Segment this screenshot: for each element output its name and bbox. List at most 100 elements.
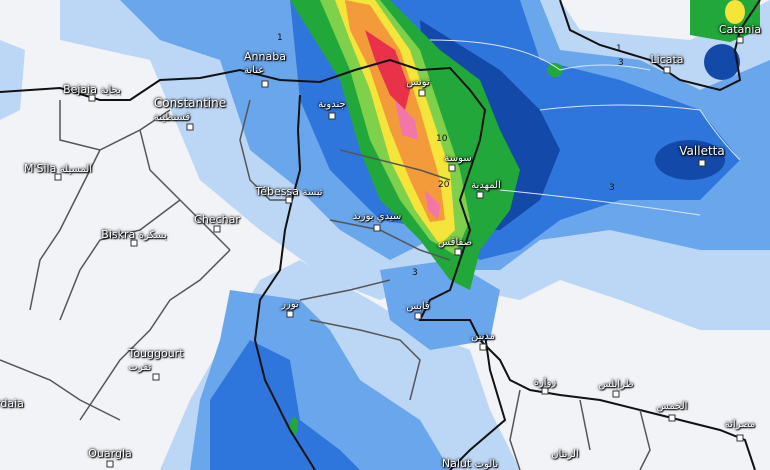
contour-label: 1 [616, 44, 622, 54]
city-label-constantine: Constantine قسنطينة [154, 96, 226, 123]
city-marker[interactable] [285, 196, 293, 204]
city-label-catania: Catania [719, 23, 761, 36]
contour-label: 20 [438, 180, 450, 190]
city-marker[interactable] [54, 173, 62, 181]
city-marker[interactable] [328, 112, 336, 120]
border-tunisia-libya [449, 334, 507, 470]
city-name: Valletta [679, 144, 725, 158]
province-borders [0, 99, 651, 470]
rain-green-spot [547, 63, 563, 77]
city-marker[interactable] [479, 343, 487, 351]
city-label-mahdia: المهدية [471, 180, 501, 191]
city-name-ar: بجاية [100, 85, 121, 96]
city-label-sidi-bouzid: سيدي بوزيد [352, 211, 402, 222]
city-label-bejaia: Bejaia بجاية [63, 83, 121, 96]
rain-pink2 [425, 190, 440, 220]
city-name: Nalut [441, 457, 472, 470]
city-marker[interactable] [736, 36, 744, 44]
city-name: M'Sila [23, 162, 57, 175]
city-marker[interactable] [448, 164, 456, 172]
city-name: Biskra [101, 228, 136, 241]
city-label-biskra: Biskra بسكرة [101, 228, 166, 241]
contour-line [429, 39, 741, 216]
city-marker[interactable] [130, 239, 138, 247]
city-label-sfax: صفاقس [437, 237, 473, 248]
city-label-gabes: قابس [406, 301, 430, 312]
city-marker[interactable] [736, 434, 744, 442]
city-name: Touggourt [128, 347, 184, 360]
city-label-sousse: سوسة [444, 153, 472, 164]
rain-mid-blue-s [210, 340, 360, 470]
city-marker[interactable] [88, 94, 96, 102]
coastline [0, 58, 756, 470]
rain-red [365, 30, 410, 110]
city-label-zintan: الزنتان [551, 449, 579, 460]
city-label-annaba: Annaba عنابة [244, 50, 286, 76]
city-name: Licata [650, 53, 684, 66]
city-label-licata: Licata [650, 53, 683, 66]
city-marker[interactable] [414, 312, 422, 320]
city-name: Bejaia [63, 83, 97, 96]
city-label-chechar: Chechar [194, 213, 240, 226]
city-label-tozeur: توزر [281, 299, 299, 310]
city-name-ar: قسنطينة [153, 112, 191, 123]
city-marker[interactable] [373, 224, 381, 232]
contour-label: 3 [618, 58, 624, 68]
city-name-ar: نالوت [474, 459, 499, 470]
city-marker[interactable] [698, 159, 706, 167]
city-label-msila: M'Sila المسيلة [24, 162, 92, 175]
city-marker[interactable] [286, 310, 294, 318]
city-marker[interactable] [152, 373, 160, 381]
rain-pink [395, 100, 418, 140]
rain-dark-blue-catania [704, 44, 740, 80]
rain-dark-blue-valletta [655, 140, 725, 180]
city-name: Annaba [244, 50, 286, 63]
city-label-tebessa: Tébessa تبسة [255, 185, 322, 198]
city-label-tunis: تونس [406, 77, 430, 88]
city-label-jendouba: جندوبة [318, 99, 346, 110]
city-marker[interactable] [612, 390, 620, 398]
contour-label: 3 [609, 183, 615, 193]
city-name: Ouargla [88, 447, 132, 460]
city-name: Tébessa [255, 185, 299, 198]
rain-orange [345, 0, 445, 222]
city-marker[interactable] [476, 191, 484, 199]
city-marker[interactable] [418, 89, 426, 97]
city-marker[interactable] [663, 66, 671, 74]
city-marker[interactable] [213, 225, 221, 233]
contour-label: 3 [412, 268, 418, 278]
city-name: rdaia [0, 397, 24, 410]
rain-light-west [0, 40, 25, 120]
contour-label: 1 [277, 33, 283, 43]
city-name-ar: تبسة [302, 187, 323, 198]
city-name: Constantine [153, 96, 227, 110]
border-algeria-tunisia [253, 94, 316, 470]
city-name-ar: المسيلة [59, 164, 93, 175]
city-label-khoms: الخمس [656, 401, 688, 412]
city-label-misrata: مصراتة [724, 419, 756, 430]
city-label-touggourt: Touggourt تقرت [128, 347, 183, 373]
city-marker[interactable] [106, 460, 114, 468]
city-label-ouargla: Ouargla [88, 447, 131, 460]
city-marker[interactable] [541, 387, 549, 395]
rain-green-south [290, 417, 298, 435]
city-label-zuwara: زوارة [533, 377, 557, 388]
city-marker[interactable] [668, 414, 676, 422]
city-name: Catania [718, 23, 762, 36]
city-name-ar: بسكرة [138, 230, 167, 241]
city-marker[interactable] [186, 123, 194, 131]
city-marker[interactable] [454, 248, 462, 256]
city-label-valletta: Valletta [679, 144, 724, 158]
city-name: Chechar [194, 213, 240, 226]
contour-label: 10 [436, 134, 448, 144]
city-label-tripoli: طرابلس [598, 379, 634, 390]
city-marker[interactable] [261, 80, 269, 88]
city-label-ghardaia: rdaia [0, 397, 24, 410]
city-label-medenine: مدنين [470, 331, 496, 342]
city-name-ar: عنابة [244, 65, 265, 76]
city-name-ar: تقرت [128, 362, 152, 373]
rain-yellow-catania [725, 0, 745, 24]
city-label-nalut: Nalut نالوت [442, 457, 498, 470]
